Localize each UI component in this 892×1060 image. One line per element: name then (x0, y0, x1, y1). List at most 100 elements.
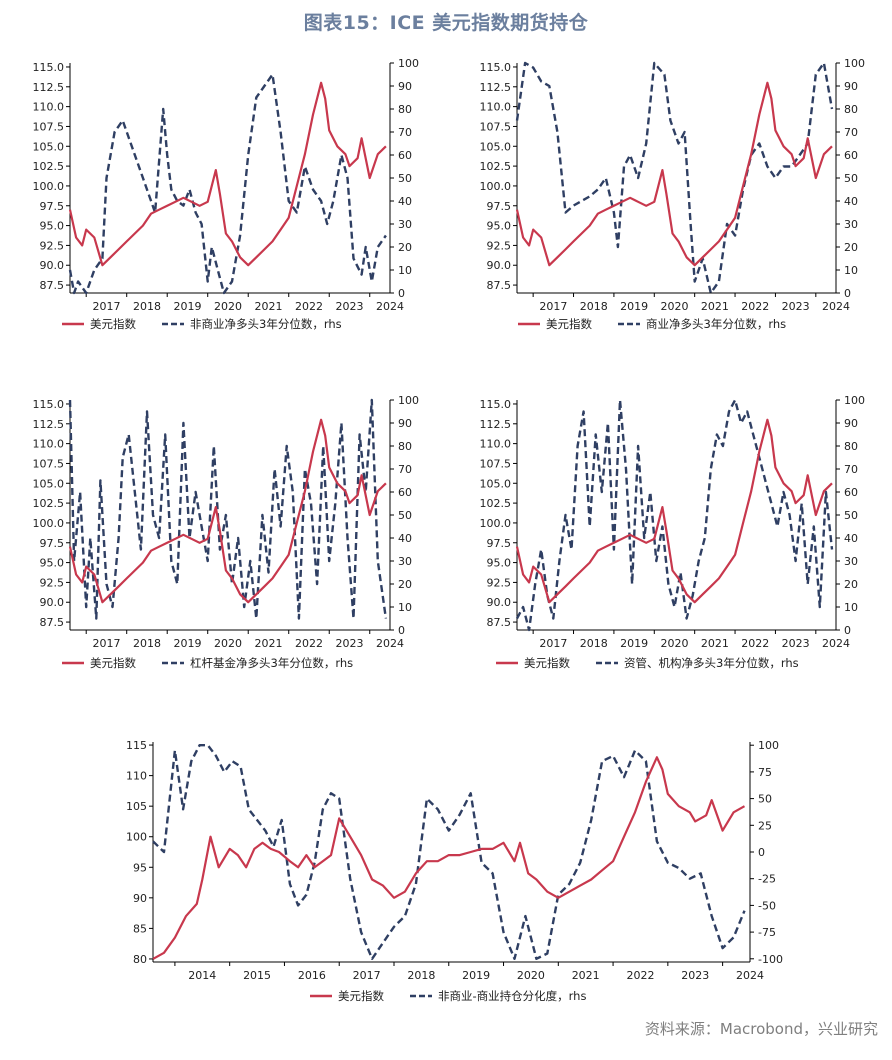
y-tick-label: 80 (133, 953, 147, 966)
y2-tick-label: 30 (398, 555, 412, 568)
usd-index-series-line (515, 81, 833, 267)
y-tick-label: 95.0 (487, 557, 512, 570)
x-tick-label: 2020 (660, 300, 688, 313)
x-tick-label: 2021 (254, 637, 282, 650)
y2-tick-label: 90 (844, 417, 858, 430)
legend: 美元指数 非商业净多头3年分位数，rhs (62, 317, 342, 331)
legend: 美元指数 非商业-商业持仓分化度，rhs (310, 989, 586, 1003)
y2-tick-label: 100 (398, 57, 419, 70)
y2-tick-label: 0 (398, 624, 405, 637)
y2-tick-label: 100 (758, 739, 779, 752)
x-tick-label: 2021 (254, 300, 282, 313)
chart-1: 115.0 112.5 110.0 107.5 105.0 102.5 100.0 97.5 9… (33, 57, 420, 331)
y-tick-label: 97.5 (40, 200, 65, 213)
y2-tick-label: 0 (844, 624, 851, 637)
y-tick-label: 110.0 (480, 101, 512, 114)
y2-tick-label: 40 (844, 532, 858, 545)
y2-tick-label: 50 (844, 172, 858, 185)
x-tick-label: 2024 (376, 300, 404, 313)
y2-tick-label: 100 (844, 394, 865, 407)
y2-tick-label: 70 (398, 463, 412, 476)
chart-3: 115.0 112.5 110.0 107.5 105.0 102.5 100.0 97.5 9… (33, 394, 420, 670)
x-tick-label: 2023 (335, 300, 363, 313)
x-tick-label: 2021 (572, 969, 600, 982)
legend: 美元指数 商业净多头3年分位数，rhs (518, 317, 786, 331)
legend-label-position: 杠杆基金净多头3年分位数，rhs (190, 656, 353, 670)
x-tick-label: 2015 (243, 969, 271, 982)
figure-title: 图表15：ICE 美元指数期货持仓 (303, 12, 589, 34)
y-tick-label: 105.0 (33, 477, 65, 490)
x-tick-label: 2016 (298, 969, 326, 982)
x-tick-label: 2024 (736, 969, 764, 982)
y-tick-label: 102.5 (33, 497, 65, 510)
y-tick-label: 107.5 (480, 120, 512, 133)
y-tick-label: 87.5 (40, 279, 65, 292)
x-tick-label: 2022 (295, 637, 323, 650)
y-tick-label: 95.0 (487, 220, 512, 233)
x-tick-label: 2021 (701, 637, 729, 650)
y-tick-label: 112.5 (480, 81, 512, 94)
y-tick-label: 105 (126, 800, 147, 813)
x-tick-label: 2020 (660, 637, 688, 650)
y2-tick-label: 75 (758, 766, 772, 779)
y-tick-label: 92.5 (487, 576, 512, 589)
y2-tick-label: 10 (398, 601, 412, 614)
x-tick-label: 2014 (188, 969, 216, 982)
y2-tick-label: 30 (844, 555, 858, 568)
x-tick-label: 2023 (782, 300, 810, 313)
x-tick-label: 2024 (822, 637, 850, 650)
legend-label-usd: 美元指数 (338, 989, 384, 1003)
y2-tick-label: 0 (844, 287, 851, 300)
y-tick-label: 110.0 (480, 438, 512, 451)
source-note: 资料来源：Macrobond，兴业研究 (644, 1020, 878, 1038)
y2-tick-label: 25 (758, 819, 772, 832)
x-tick-label: 2018 (580, 637, 608, 650)
x-tick-label: 2019 (173, 300, 201, 313)
x-tick-label: 2023 (782, 637, 810, 650)
x-tick-label: 2017 (92, 300, 120, 313)
y-tick-label: 107.5 (33, 457, 65, 470)
y-tick-label: 87.5 (40, 616, 65, 629)
y2-tick-label: 40 (398, 532, 412, 545)
x-tick-label: 2017 (539, 300, 567, 313)
y2-tick-label: 10 (398, 264, 412, 277)
x-tick-label: 2023 (681, 969, 709, 982)
y-tick-label: 105.0 (33, 140, 65, 153)
y-tick-label: 97.5 (40, 537, 65, 550)
positioning-series-line (68, 73, 387, 295)
chart-2: 115.0 112.5 110.0 107.5 105.0 102.5 100.0 97.5 9… (480, 57, 866, 331)
y-tick-label: 112.5 (480, 418, 512, 431)
x-tick-label: 2024 (822, 300, 850, 313)
y2-tick-label: 20 (844, 578, 858, 591)
x-tick-label: 2018 (580, 300, 608, 313)
y-tick-label: 90.0 (487, 596, 512, 609)
y-tick-label: 100.0 (480, 517, 512, 530)
y2-tick-label: 70 (844, 463, 858, 476)
y2-tick-label: 100 (398, 394, 419, 407)
legend-label-usd: 美元指数 (546, 317, 592, 331)
y2-tick-label: 10 (844, 264, 858, 277)
y-tick-label: 87.5 (487, 279, 512, 292)
positioning-series-line (68, 398, 388, 620)
x-tick-label: 2022 (741, 637, 769, 650)
y2-tick-label: 50 (398, 172, 412, 185)
legend-label-position: 商业净多头3年分位数，rhs (646, 317, 786, 331)
usd-index-series-line (152, 756, 746, 960)
legend-label-usd: 美元指数 (524, 656, 570, 670)
x-tick-label: 2017 (539, 637, 567, 650)
x-tick-label: 2022 (626, 969, 654, 982)
x-tick-label: 2017 (92, 637, 120, 650)
y-tick-label: 95 (133, 861, 147, 874)
x-tick-label: 2023 (335, 637, 363, 650)
y-tick-label: 100 (126, 831, 147, 844)
y2-tick-label: 80 (844, 103, 858, 116)
positioning-series-line (515, 398, 834, 632)
y-tick-label: 105.0 (480, 477, 512, 490)
y2-tick-label: 0 (758, 846, 765, 859)
x-tick-label: 2017 (353, 969, 381, 982)
x-tick-label: 2020 (214, 300, 242, 313)
y-tick-label: 112.5 (33, 418, 65, 431)
y-tick-label: 92.5 (40, 576, 65, 589)
x-tick-label: 2020 (214, 637, 242, 650)
